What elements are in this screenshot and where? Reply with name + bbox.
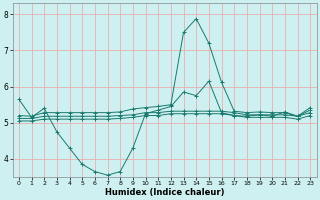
X-axis label: Humidex (Indice chaleur): Humidex (Indice chaleur): [105, 188, 224, 197]
